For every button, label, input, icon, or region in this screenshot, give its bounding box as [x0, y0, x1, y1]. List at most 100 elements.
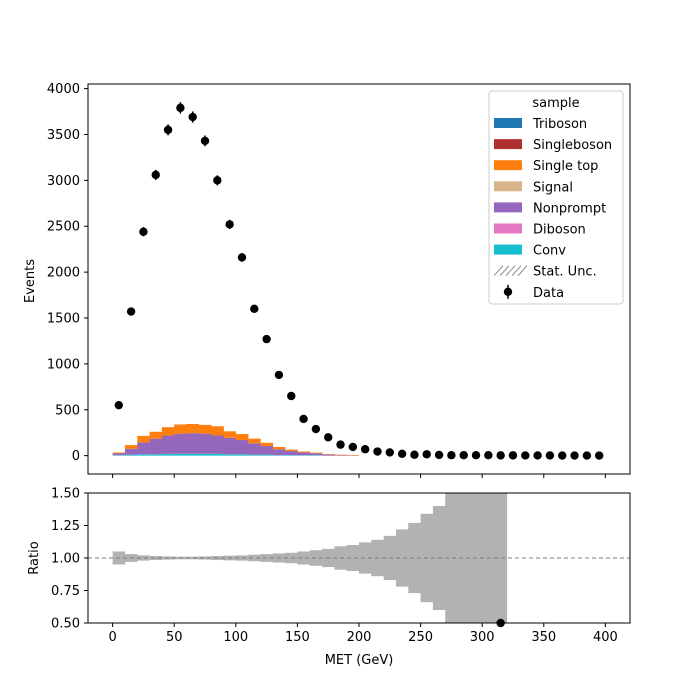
bar-nonprompt: [112, 453, 120, 456]
bar-conv: [137, 454, 144, 456]
legend-swatch-nonprompt: [494, 202, 522, 213]
bar-single-top: [340, 454, 347, 456]
bar-nonprompt: [168, 435, 175, 454]
legend-label-single-top: Single top: [533, 159, 598, 174]
data-point: [250, 304, 259, 314]
bar-nonprompt: [192, 433, 200, 454]
bar-conv: [266, 454, 274, 456]
y-tick-label: 2500: [47, 220, 80, 235]
bar-nonprompt: [235, 440, 243, 455]
data-point: [558, 451, 567, 460]
bar-single-top: [155, 431, 163, 439]
bar-nonprompt: [149, 438, 157, 455]
data-point: [459, 450, 468, 460]
bar-conv: [192, 453, 200, 456]
bar-conv: [272, 455, 280, 456]
bar-single-top: [124, 445, 132, 449]
bar-single-top: [260, 442, 267, 447]
data-point: [188, 112, 197, 122]
bar-single-top: [328, 454, 335, 455]
bar-single-top: [291, 449, 298, 452]
bar-single-top: [198, 424, 206, 434]
data-point: [397, 449, 407, 459]
data-point: [163, 125, 173, 135]
legend-entries: Triboson Singleboson Single top Signal Nonpr…: [493, 117, 612, 301]
legend-marker: [503, 287, 513, 296]
bar-conv: [155, 454, 163, 456]
bar-nonprompt: [131, 448, 138, 455]
bar-single-top: [211, 426, 218, 436]
bar-single-top: [235, 434, 243, 441]
bar-nonprompt: [285, 451, 292, 456]
bar-single-top: [334, 454, 341, 456]
bar-nonprompt: [297, 452, 304, 456]
data-point: [521, 451, 530, 460]
bar-single-top: [241, 434, 249, 441]
stat-unc-bin: [137, 555, 150, 561]
legend-label-data: Data: [533, 286, 564, 301]
data-point: [151, 170, 160, 180]
data-point: [484, 450, 493, 460]
data-point: [496, 451, 505, 460]
bar-nonprompt: [186, 433, 194, 454]
bar-conv: [161, 453, 169, 456]
bar-single-top: [168, 427, 175, 436]
bar-single-top: [303, 451, 311, 453]
x-tick-label: 250: [408, 630, 433, 645]
ratio-plot-panel: 0.50 0.75 1.00 1.25 1.50 0 50 100 150 200 250 300 3…: [27, 487, 631, 668]
data-point: [200, 136, 210, 146]
bar-single-top: [254, 438, 261, 444]
data-point: [471, 450, 481, 460]
hatch-line: [493, 265, 504, 277]
bar-single-top: [352, 455, 360, 456]
bar-nonprompt: [278, 449, 286, 456]
data-point: [114, 400, 123, 410]
bar-nonprompt: [174, 433, 181, 454]
legend-label-stat-unc: Stat. Unc.: [533, 265, 597, 280]
data-point: [410, 450, 419, 459]
data-point: [287, 391, 296, 401]
bar-conv: [291, 455, 298, 456]
bar-conv: [131, 454, 138, 456]
ratio-y-ticks: 0.50 0.75 1.00 1.25 1.50: [51, 487, 88, 632]
bar-single-top: [297, 451, 304, 453]
stat-unc-bin: [186, 556, 200, 560]
bar-nonprompt: [309, 453, 317, 456]
y-tick-label: 3000: [47, 174, 80, 189]
bar-single-top: [137, 435, 144, 443]
legend-label-triboson: Triboson: [532, 117, 587, 132]
bar-conv: [186, 453, 194, 456]
ratio-x-ticks: 0 50 100 150 200 250 300 350 400: [108, 623, 618, 645]
stat-unc-bin: [198, 556, 212, 560]
data-point: [570, 451, 579, 460]
legend-label-singleboson: Singleboson: [533, 138, 612, 153]
stat-unc-bin: [445, 493, 458, 623]
bar-nonprompt: [155, 438, 163, 455]
hatch-line: [511, 265, 522, 277]
y-tick-label: 1000: [47, 357, 80, 372]
data-point: [126, 307, 136, 316]
bar-single-top: [205, 424, 212, 434]
bar-nonprompt: [118, 453, 126, 456]
bar-single-top: [174, 424, 181, 434]
legend: sample Triboson Singleboson Single top Sign…: [488, 90, 624, 305]
bar-conv: [297, 455, 304, 456]
ratio-y-tick-label: 0.50: [51, 617, 80, 632]
x-tick-label: 100: [223, 630, 248, 645]
data-point: [533, 451, 542, 460]
bar-nonprompt: [248, 443, 255, 455]
stat-unc-bin: [395, 529, 409, 587]
bar-nonprompt: [260, 446, 267, 455]
ratio-y-tick-label: 1.50: [51, 487, 80, 502]
bar-nonprompt: [266, 446, 274, 455]
data-point: [545, 451, 555, 460]
stat-unc-bin: [309, 550, 323, 566]
bar-conv: [112, 455, 120, 456]
data-point: [176, 103, 185, 113]
bar-nonprompt: [340, 454, 347, 456]
data-point: [447, 450, 456, 460]
x-tick-label: 0: [108, 630, 116, 645]
bar-conv: [205, 453, 212, 456]
bar-single-top: [186, 423, 194, 434]
